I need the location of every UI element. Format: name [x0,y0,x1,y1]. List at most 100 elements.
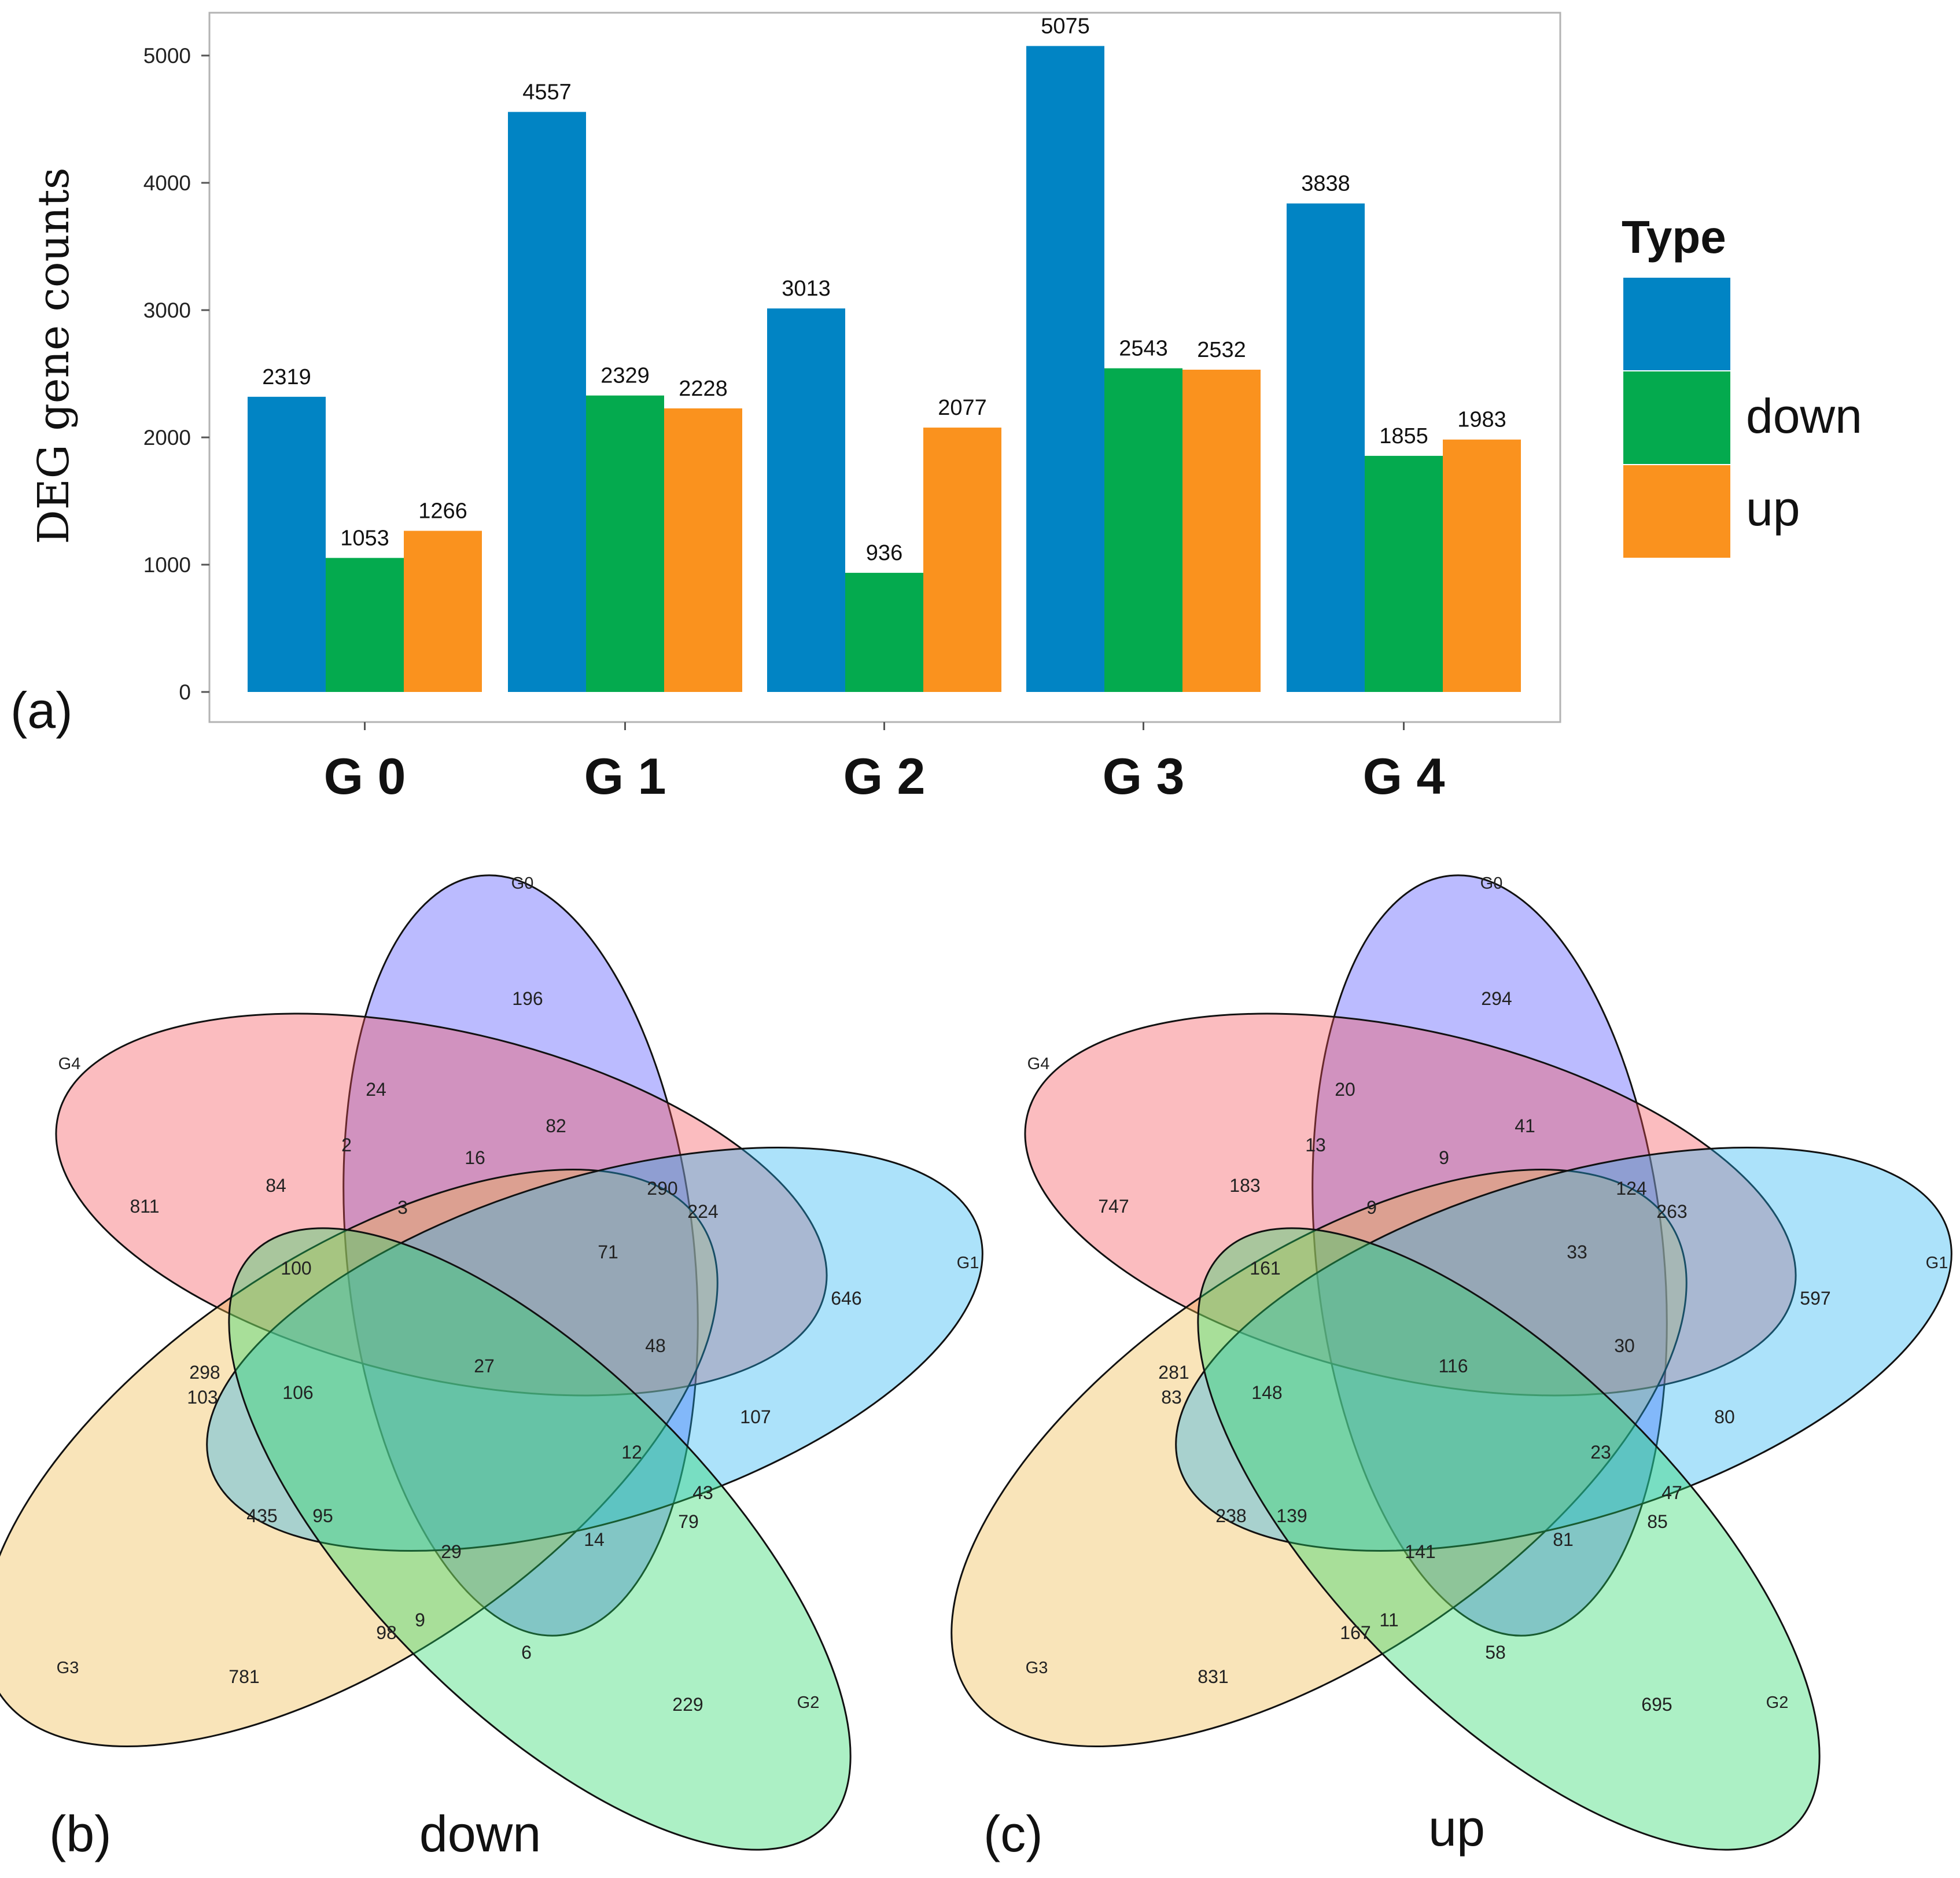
bar-G1-up [664,408,742,692]
venn-set-G3 [0,1169,719,1747]
panel-label-c: (c) [983,1805,1043,1862]
venn-region-count: 747 [1098,1196,1129,1217]
venn-region-count: 263 [1656,1201,1687,1222]
bar-G3-up [1182,369,1261,692]
venn-up: G0G1G2G3G4294597695831747201394118391242… [950,874,1952,1851]
venn-region-count: 85 [1647,1511,1668,1532]
venn-up-title: up [1428,1799,1485,1857]
bar-G0-up [404,531,482,692]
venn-set-G4 [1024,1012,1797,1397]
venn-region-count: 29 [441,1541,462,1562]
venn-region-count: 84 [266,1175,286,1196]
venn-region-count: 12 [621,1442,642,1463]
bar-G3-down [1104,368,1182,692]
venn-region-count: 71 [598,1242,618,1262]
venn-region-count: 139 [1276,1505,1307,1526]
panel-label-b: (b) [49,1805,112,1862]
venn-region-count: 100 [281,1258,311,1279]
bar-value-label: 4557 [522,80,572,104]
venn-region-count: 116 [1438,1356,1468,1376]
venn-set-G1 [1175,1147,1952,1552]
y-tick-label: 2000 [143,426,191,450]
y-tick-label: 5000 [143,44,191,68]
legend-label-up: up [1746,481,1800,536]
y-tick-label: 3000 [143,299,191,322]
bar-value-label: 5075 [1041,14,1090,39]
venn-region-count: 831 [1198,1666,1228,1687]
venn-region-count: 224 [687,1201,718,1222]
venn-region-count: 30 [1614,1335,1635,1356]
venn-region-count: 141 [1405,1541,1435,1562]
venn-region-count: 58 [1485,1642,1506,1663]
venn-set-label-G0: G0 [511,874,534,893]
venn-region-count: 229 [672,1694,703,1715]
venn-region-count: 98 [376,1622,397,1643]
venn-set-G2 [228,1227,852,1851]
venn-region-count: 95 [312,1505,333,1526]
bar-value-label: 936 [866,541,902,565]
venn-region-count: 20 [1335,1079,1355,1100]
venn-down-title: down [419,1805,541,1862]
venn-region-count: 597 [1800,1288,1830,1309]
venn-region-count: 9 [415,1610,425,1630]
venn-region-count: 9 [1366,1197,1377,1218]
legend-swatch-all [1623,278,1730,370]
bar-G2-all [767,308,845,692]
legend: Type down up [1622,211,1862,558]
venn-set-G3 [950,1169,1688,1747]
bar-value-label: 3013 [782,277,831,301]
venn-region-count: 3 [397,1197,408,1218]
panel-label-a: (a) [10,682,73,739]
bar-axes: 0 1000 2000 3000 4000 5000 G 0 G 1 G 2 G 3 G 4 [143,44,1445,805]
venn-set-label-G2: G2 [1766,1693,1789,1712]
bar-marks [248,46,1521,692]
venn-region-count: 13 [1305,1135,1326,1155]
venn-region-count: 298 [189,1362,220,1383]
y-axis-label: DEG gene counts [29,167,79,544]
venn-region-count: 196 [512,988,543,1009]
venn-region-count: 6 [521,1642,532,1663]
venn-set-label-G4: G4 [1027,1055,1050,1073]
venn-region-count: 107 [740,1406,771,1427]
venn-set-label-G0: G0 [1480,874,1503,893]
venn-region-count: 695 [1641,1694,1672,1715]
bar-G4-all [1287,203,1365,692]
venn-region-count: 27 [474,1356,495,1376]
venn-region-count: 781 [229,1666,259,1687]
bar-G4-down [1365,455,1443,692]
venn-region-count: 24 [366,1079,386,1100]
legend-title: Type [1622,211,1726,263]
venn-set-G2 [1197,1227,1821,1851]
venn-region-count: 148 [1251,1382,1282,1403]
venn-region-count: 16 [465,1147,485,1168]
venn-region-count: 23 [1590,1442,1611,1463]
venn-region-count: 238 [1215,1505,1246,1526]
venn-region-count: 48 [645,1335,666,1356]
venn-region-count: 80 [1714,1406,1735,1427]
bar-value-label: 3838 [1301,172,1350,196]
bar-G0-down [326,558,404,692]
venn-region-count: 2 [341,1135,352,1155]
venn-set-label-G1: G1 [957,1254,979,1272]
venn-set-label-G3: G3 [1026,1659,1048,1677]
venn-region-count: 183 [1229,1175,1260,1196]
venn-region-count: 79 [678,1511,699,1532]
bar-value-label: 1053 [340,526,389,550]
venn-region-count: 106 [282,1382,313,1403]
venn-region-count: 281 [1158,1362,1189,1383]
bar-value-label: 2077 [938,396,987,420]
bar-value-label: 1266 [418,499,467,523]
venn-region-count: 14 [584,1529,605,1550]
venn-region-count: 646 [831,1288,861,1309]
venn-region-count: 811 [130,1196,159,1217]
bar-value-label: 2532 [1197,338,1246,362]
y-tick-label: 4000 [143,171,191,195]
venn-set-label-G1: G1 [1926,1254,1948,1272]
venn-region-count: 9 [1439,1147,1449,1168]
venn-set-label-G2: G2 [797,1693,820,1712]
venn-set-G4 [55,1012,828,1397]
venn-region-count: 33 [1567,1242,1587,1262]
venn-region-count: 161 [1250,1258,1280,1279]
bar-value-label: 2228 [679,377,728,401]
